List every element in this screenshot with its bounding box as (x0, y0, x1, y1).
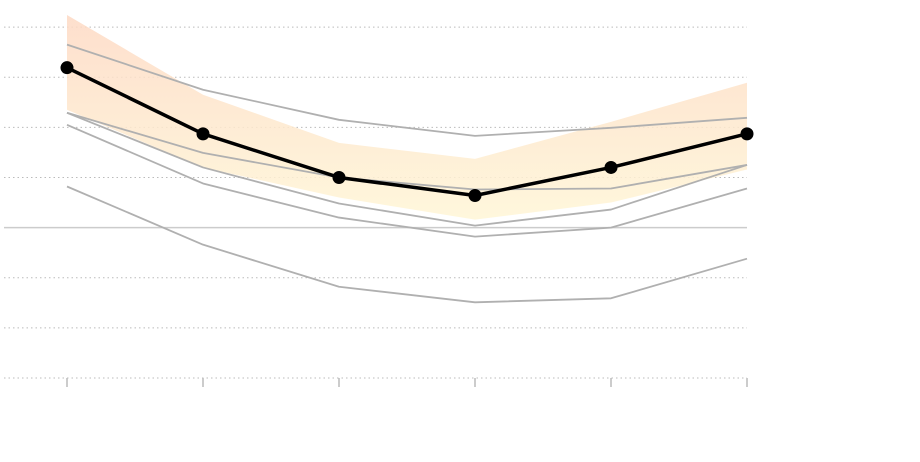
point (468, 189, 482, 203)
point (332, 170, 346, 184)
point (740, 127, 754, 141)
series-line (66, 124, 748, 238)
series-line (66, 43, 748, 137)
series-line (66, 185, 748, 304)
series-line (66, 66, 748, 198)
point (196, 127, 210, 141)
series-line (66, 111, 748, 191)
band (67, 15, 747, 220)
point (604, 160, 618, 174)
point (60, 61, 74, 75)
series-line (66, 111, 748, 227)
